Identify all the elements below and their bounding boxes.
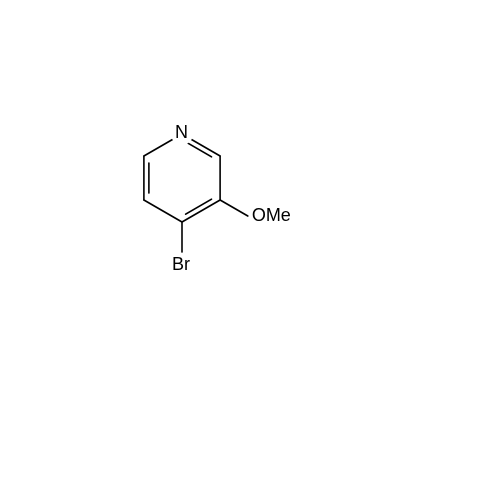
molecule-svg [0,0,500,500]
bromine-label: Br [172,254,190,275]
methoxy-label: OMe [252,205,291,226]
nitrogen-label: N [175,122,188,143]
chemical-structure-canvas: N OMe Br [0,0,500,500]
